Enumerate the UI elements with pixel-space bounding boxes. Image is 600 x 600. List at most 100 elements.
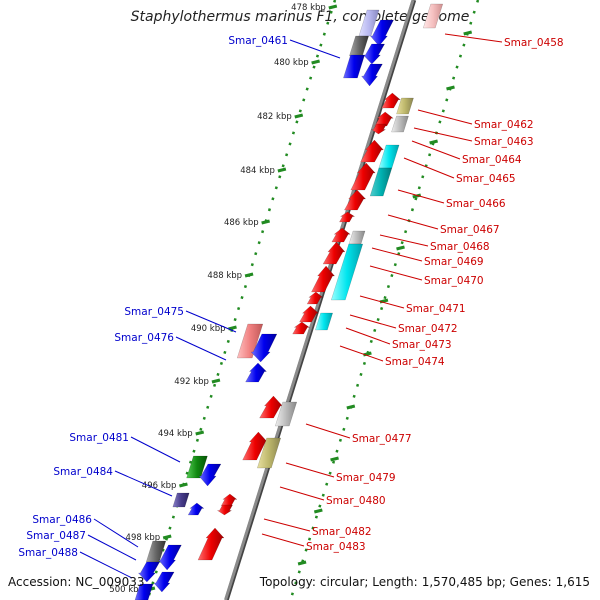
- forward-gene-glyph: [350, 162, 376, 191]
- reverse-gene-glyph: [186, 455, 208, 479]
- forward-gene-glyph: [306, 291, 324, 305]
- scale-tick-label: 496 kbp: [142, 481, 177, 491]
- forward-gene-glyph: [331, 227, 351, 243]
- reverse-gene-glyph: [153, 571, 175, 593]
- forward-gene-label: Smar_0482: [312, 526, 372, 538]
- scale-tick-mark: [396, 245, 405, 251]
- scale-tick-label: 486 kbp: [224, 218, 259, 228]
- scale-tick-label: 484 kbp: [240, 166, 275, 176]
- forward-label-leader: [261, 533, 305, 547]
- reverse-label-leader: [87, 534, 137, 561]
- gene-features-layer: [134, 3, 444, 600]
- forward-gene-glyph: [315, 312, 333, 331]
- forward-gene-glyph: [322, 241, 346, 265]
- forward-gene-glyph: [330, 243, 364, 301]
- forward-gene-glyph: [396, 97, 414, 115]
- forward-gene-label: Smar_0458: [504, 37, 564, 49]
- forward-label-leader: [417, 109, 473, 125]
- scale-tick-mark: [346, 404, 356, 410]
- reverse-gene-glyph: [349, 35, 369, 57]
- reverse-gene-glyph: [362, 43, 386, 65]
- forward-gene-glyph: [422, 3, 444, 29]
- reverse-gene-glyph: [369, 19, 394, 47]
- scale-tick-mark: [211, 378, 221, 384]
- forward-label-leader: [403, 157, 455, 179]
- topology-value: circular: [319, 575, 365, 589]
- reverse-gene-label: Smar_0461: [228, 35, 288, 47]
- forward-gene-glyph: [381, 92, 402, 109]
- reverse-gene-glyph: [187, 502, 205, 516]
- scale-tick-mark: [179, 482, 188, 488]
- forward-label-leader: [369, 265, 423, 281]
- forward-gene-glyph: [391, 115, 409, 133]
- scale-tick-label: 488 kbp: [207, 271, 242, 281]
- forward-label-leader: [345, 327, 391, 345]
- forward-gene-label: Smar_0479: [336, 472, 396, 484]
- reverse-label-leader: [93, 518, 139, 548]
- reverse-gene-label: Smar_0475: [124, 306, 184, 318]
- reverse-gene-glyph: [250, 333, 278, 363]
- forward-label-leader: [349, 314, 397, 329]
- reverse-gene-label: Smar_0488: [18, 547, 78, 559]
- forward-gene-label: Smar_0477: [352, 433, 412, 445]
- reverse-label-leader: [114, 470, 173, 497]
- forward-label-leader: [285, 462, 335, 478]
- accession-value: NC_009033: [75, 575, 145, 589]
- reverse-gene-glyph: [172, 492, 190, 508]
- genes-label: Genes:: [509, 575, 552, 589]
- scale-tick-label: 480 kbp: [274, 58, 309, 68]
- forward-gene-glyph: [256, 437, 282, 469]
- scale-ticks-layer: 478 kbp 480 kbp 482 kbp 484 kbp 486 kbp 488 k…: [109, 0, 480, 600]
- scale-tick-label: 482 kbp: [257, 112, 292, 122]
- reverse-gene-glyph: [236, 323, 264, 359]
- forward-gene-label: Smar_0467: [440, 224, 500, 236]
- forward-gene-label: Smar_0471: [406, 303, 466, 315]
- forward-gene-glyph: [292, 321, 311, 335]
- scale-tick-mark: [277, 167, 287, 173]
- forward-gene-label: Smar_0480: [326, 495, 386, 507]
- reverse-gene-glyph: [343, 54, 365, 79]
- scale-tick-mark: [261, 219, 270, 225]
- reverse-label-leader: [185, 310, 237, 333]
- length-value: 1,570,485 bp: [421, 575, 502, 589]
- reverse-gene-glyph: [134, 583, 154, 600]
- forward-label-leader: [444, 33, 503, 43]
- forward-gene-glyph: [311, 265, 336, 293]
- scale-tick-mark: [446, 85, 455, 91]
- gene-labels-layer: Smar_0458 Smar_0462 Smar_0463 Smar_0464 Smar…: [18, 33, 564, 579]
- forward-gene-glyph: [220, 493, 238, 507]
- scale-tick-mark: [162, 534, 172, 540]
- scale-tick-label: 494 kbp: [158, 429, 193, 439]
- reverse-gene-glyph: [158, 544, 182, 571]
- scale-tick-mark: [311, 59, 320, 65]
- reverse-gene-label: Smar_0487: [26, 530, 86, 542]
- forward-gene-label: Smar_0462: [474, 119, 534, 131]
- scale-tick-mark: [244, 272, 254, 278]
- scale-tick-label: 490 kbp: [191, 324, 226, 334]
- scale-tick-mark: [297, 560, 307, 566]
- outer-tick-track: [289, 0, 480, 600]
- forward-gene-glyph: [216, 504, 233, 516]
- reverse-label-leader: [79, 551, 133, 579]
- scale-tick-mark: [412, 193, 422, 199]
- reverse-gene-glyph: [137, 561, 161, 583]
- forward-gene-label: Smar_0464: [462, 154, 522, 166]
- accession-info: Accession: NC_009033: [8, 575, 145, 589]
- reverse-gene-label: Smar_0476: [114, 332, 174, 344]
- accession-label: Accession:: [8, 575, 72, 589]
- scale-tick-label: 498 kbp: [126, 533, 161, 543]
- scale-tick-mark: [294, 113, 304, 119]
- forward-gene-label: Smar_0463: [474, 136, 534, 148]
- topology-label: Topology:: [259, 575, 316, 589]
- forward-gene-glyph: [343, 189, 367, 211]
- forward-gene-label: Smar_0465: [456, 173, 516, 185]
- scale-tick-label: 478 kbp: [291, 3, 326, 13]
- reverse-gene-glyph: [361, 63, 383, 87]
- scale-tick-mark: [429, 139, 438, 145]
- forward-label-leader: [339, 345, 384, 362]
- forward-gene-glyph: [369, 167, 393, 197]
- scale-tick-mark: [195, 430, 205, 436]
- reverse-gene-glyph: [198, 463, 222, 487]
- reverse-label-leader: [175, 336, 227, 361]
